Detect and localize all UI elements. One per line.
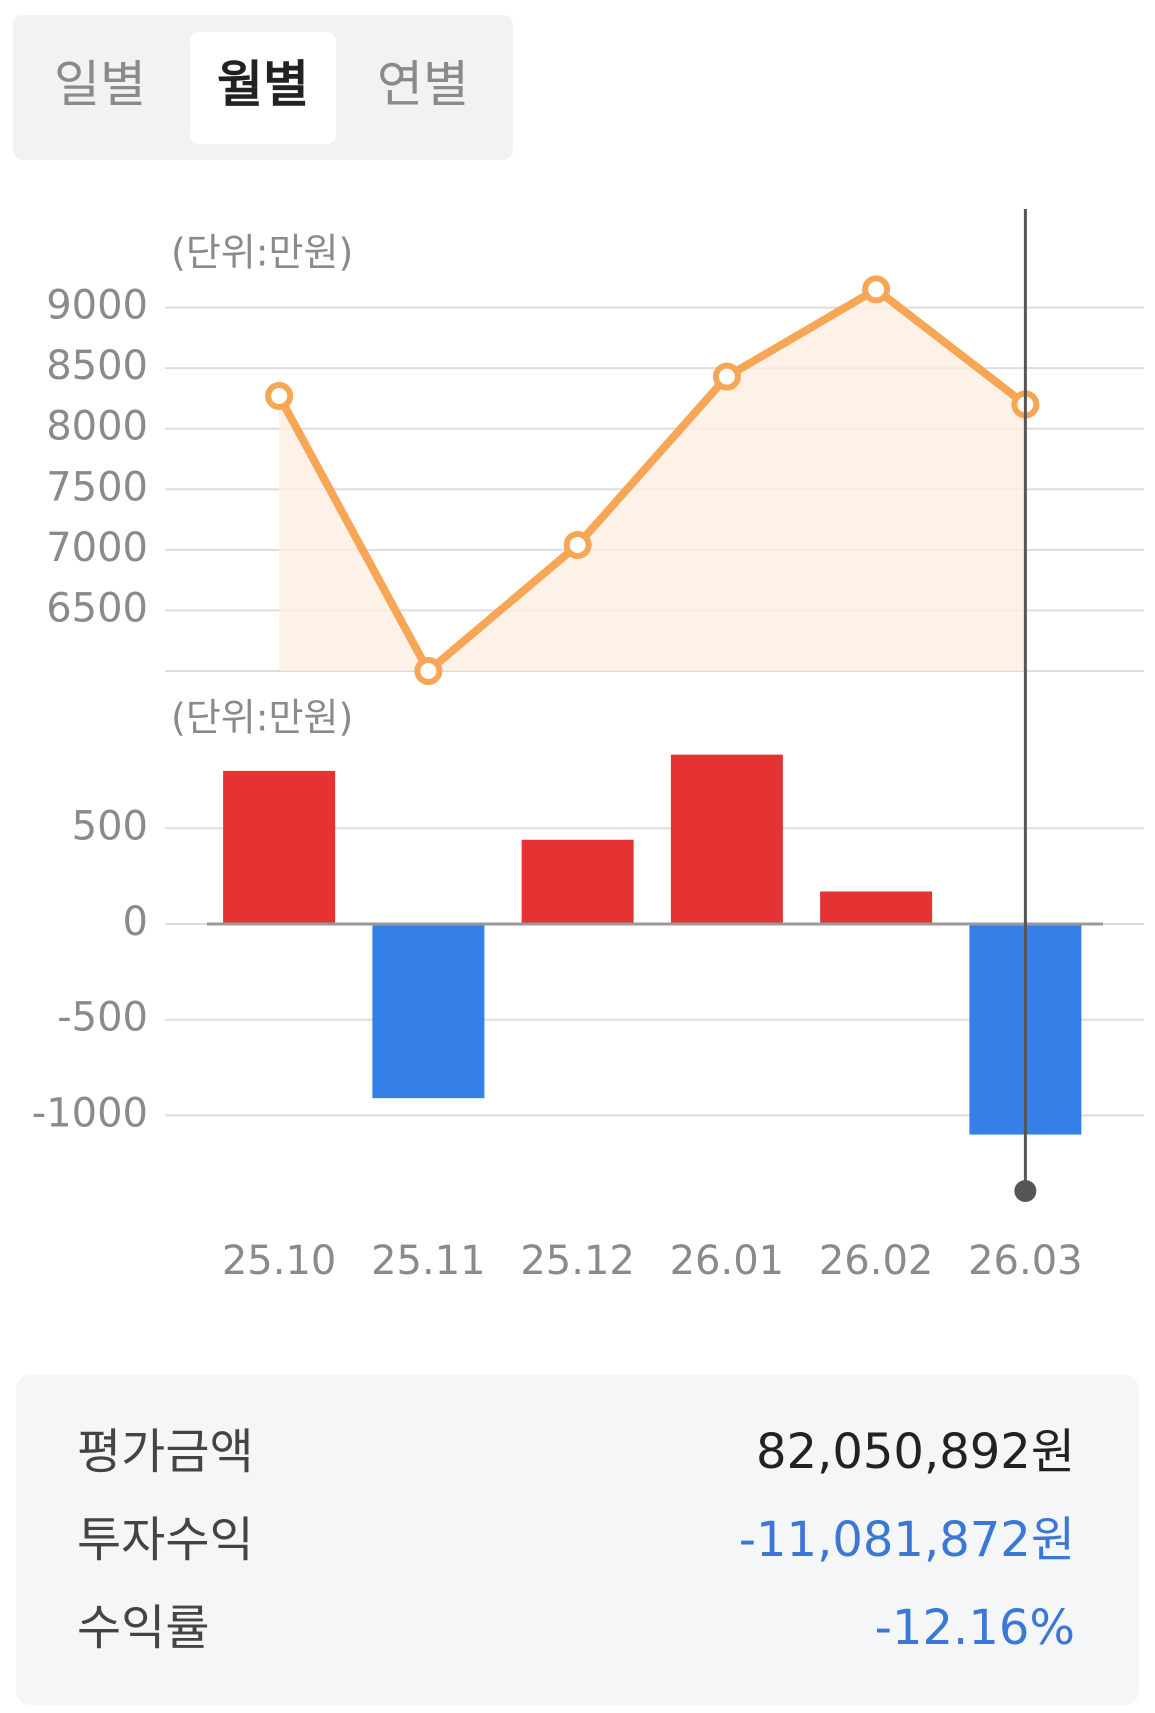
point: [563, 531, 592, 560]
x-tick-label: 26.02: [819, 1238, 934, 1284]
point: [414, 657, 443, 685]
y-unit: (단위:만원): [171, 231, 353, 275]
y-tick-label: 7000: [46, 525, 148, 571]
x-tick-label: 26.03: [968, 1238, 1083, 1284]
y-tick-label: 8500: [46, 343, 148, 389]
summary-value: 82,050,892원: [756, 1424, 1075, 1480]
x-tick-label: 25.11: [371, 1238, 486, 1284]
point: [265, 382, 294, 411]
point: [712, 362, 741, 391]
x-tick-label: 26.01: [670, 1238, 785, 1284]
bar: [670, 754, 783, 924]
bar: [820, 891, 933, 924]
summary-label: 수익률: [77, 1600, 209, 1656]
summary-value: -11,081,872원: [739, 1512, 1075, 1568]
tab[interactable]: 일별: [54, 56, 146, 114]
y-tick-label: 500: [72, 803, 148, 849]
bar: [521, 839, 634, 924]
x-tick-label: 25.10: [222, 1238, 337, 1284]
summary-label: 평가금액: [77, 1424, 254, 1480]
y-tick-label: 6500: [46, 585, 148, 631]
area: [279, 289, 1026, 671]
tab[interactable]: 연별: [377, 56, 469, 114]
y-tick-label: 0: [123, 899, 148, 945]
bar: [372, 924, 485, 1099]
tab[interactable]: 월별: [217, 56, 309, 114]
bar: [223, 770, 336, 924]
summary-value: -12.16%: [875, 1600, 1075, 1656]
cursor-dot: [1014, 1180, 1037, 1202]
x-tick-label: 25.12: [520, 1238, 635, 1284]
line: [275, 285, 1028, 675]
y-unit: (단위:만원): [171, 696, 353, 740]
y-tick-label: 8000: [46, 404, 148, 450]
tab-active-bg: [190, 32, 336, 144]
point: [862, 275, 891, 304]
y-tick-label: 9000: [46, 283, 148, 329]
y-tick-label: -500: [57, 995, 148, 1041]
y-tick-label: -1000: [32, 1090, 148, 1136]
y-tick-label: 7500: [46, 464, 148, 510]
summary-label: 투자수익: [77, 1512, 254, 1568]
summary-box: [16, 1375, 1139, 1705]
